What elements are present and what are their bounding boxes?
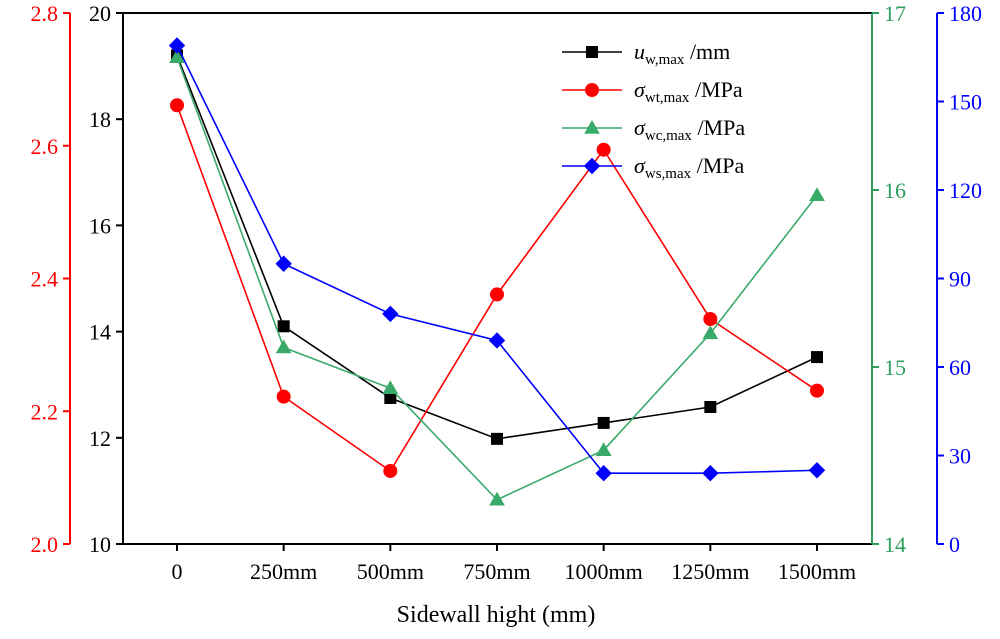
data-point bbox=[809, 187, 825, 202]
data-point bbox=[597, 416, 610, 429]
x-tick-label: 1500mm bbox=[778, 559, 856, 584]
data-point bbox=[491, 432, 503, 445]
data-point bbox=[382, 305, 399, 323]
series-line bbox=[176, 55, 818, 440]
x-axis: 0 250mm 500mm 750mm 1000mm 1250mm 1500mm bbox=[172, 544, 856, 584]
series-ws-max bbox=[168, 37, 826, 482]
x-tick-label: 750mm bbox=[463, 559, 530, 584]
data-point bbox=[489, 491, 505, 506]
data-point bbox=[811, 351, 823, 364]
data-point bbox=[808, 462, 826, 479]
series-line bbox=[176, 45, 818, 475]
series-layer bbox=[168, 37, 826, 506]
data-point bbox=[170, 98, 184, 113]
data-point bbox=[702, 464, 719, 482]
legend-marker bbox=[584, 119, 600, 134]
left-inner-axis-tick-label: 16 bbox=[89, 213, 111, 238]
right-outer-axis-tick-label: 30 bbox=[949, 444, 971, 469]
data-point bbox=[810, 383, 824, 398]
data-point bbox=[702, 325, 719, 340]
data-point bbox=[382, 380, 399, 394]
series-w-max bbox=[171, 49, 823, 445]
data-point bbox=[703, 311, 718, 326]
right-outer-axis: 0 30 60 90 120 150 180 bbox=[936, 1, 982, 557]
x-tick-label: 250mm bbox=[250, 559, 317, 584]
data-point bbox=[275, 339, 292, 354]
legend-entry: σwt,max /MPa bbox=[562, 77, 743, 106]
left-outer-axis-tick-label: 2.8 bbox=[31, 1, 59, 26]
left-inner-axis-tick-label: 12 bbox=[89, 426, 111, 451]
right-inner-axis-tick-label: 14 bbox=[884, 532, 906, 557]
left-outer-axis-tick-label: 2.4 bbox=[31, 267, 59, 292]
legend-marker bbox=[583, 157, 601, 175]
right-outer-axis-tick-label: 90 bbox=[949, 267, 971, 292]
data-point bbox=[704, 401, 717, 414]
legend-entry: σws,max /MPa bbox=[562, 153, 745, 182]
legend-label: σws,max /MPa bbox=[634, 153, 745, 182]
left-inner-axis: 10 12 14 16 18 20 bbox=[89, 1, 124, 557]
left-outer-axis: 2.0 2.2 2.4 2.6 2.8 bbox=[31, 1, 71, 557]
left-outer-axis-tick-label: 2.2 bbox=[31, 399, 59, 424]
right-inner-axis: 14 15 16 17 bbox=[871, 1, 906, 557]
axes-layer: 2.0 2.2 2.4 2.6 2.8 10 12 14 16 18 20 14 15 16 17 0 30 60… bbox=[31, 1, 983, 584]
data-point bbox=[595, 464, 612, 482]
legend-entry: σwc,max /MPa bbox=[562, 115, 745, 144]
left-outer-axis-tick-label: 2.6 bbox=[31, 134, 59, 159]
x-tick-label: 1000mm bbox=[565, 559, 643, 584]
right-outer-axis-tick-label: 60 bbox=[949, 355, 971, 380]
right-outer-axis-tick-label: 180 bbox=[949, 1, 982, 26]
legend-label: uw,max /mm bbox=[634, 39, 730, 68]
right-outer-axis-tick-label: 120 bbox=[949, 178, 982, 203]
data-point bbox=[277, 320, 290, 333]
x-axis-label: Sidewall hight (mm) bbox=[397, 602, 596, 628]
data-point bbox=[596, 142, 611, 157]
right-inner-axis-tick-label: 16 bbox=[884, 178, 906, 203]
data-point bbox=[169, 49, 185, 63]
x-tick-label: 500mm bbox=[357, 559, 424, 584]
right-inner-axis-tick-label: 17 bbox=[884, 1, 906, 26]
data-point bbox=[490, 287, 504, 302]
legend-entry: uw,max /mm bbox=[562, 39, 730, 68]
legend-marker bbox=[586, 46, 598, 58]
data-point bbox=[168, 37, 186, 54]
data-point bbox=[383, 463, 398, 478]
data-point bbox=[488, 332, 506, 349]
plot-frame bbox=[122, 12, 873, 545]
data-point bbox=[276, 389, 291, 404]
left-inner-axis-tick-label: 14 bbox=[89, 320, 111, 345]
left-inner-axis-tick-label: 20 bbox=[89, 1, 111, 26]
legend-label: σwt,max /MPa bbox=[634, 77, 743, 106]
left-outer-axis-tick-label: 2.0 bbox=[31, 532, 59, 557]
series-wt-max bbox=[170, 98, 824, 478]
right-inner-axis-tick-label: 15 bbox=[884, 355, 906, 380]
right-outer-axis-tick-label: 0 bbox=[949, 532, 960, 557]
series-wc-max bbox=[169, 49, 825, 506]
legend-marker bbox=[585, 83, 599, 97]
x-tick-label: 0 bbox=[172, 559, 183, 584]
data-point bbox=[384, 391, 397, 404]
right-outer-axis-tick-label: 150 bbox=[949, 90, 982, 115]
x-tick-label: 1250mm bbox=[671, 559, 749, 584]
data-point bbox=[595, 442, 612, 456]
data-point bbox=[275, 255, 292, 272]
left-inner-axis-tick-label: 10 bbox=[89, 532, 111, 557]
legend: uw,max /mm σwt,max /MPa σwc,max /MPa σws,ma… bbox=[562, 39, 745, 182]
legend-label: σwc,max /MPa bbox=[634, 115, 745, 144]
left-inner-axis-tick-label: 18 bbox=[89, 107, 111, 132]
